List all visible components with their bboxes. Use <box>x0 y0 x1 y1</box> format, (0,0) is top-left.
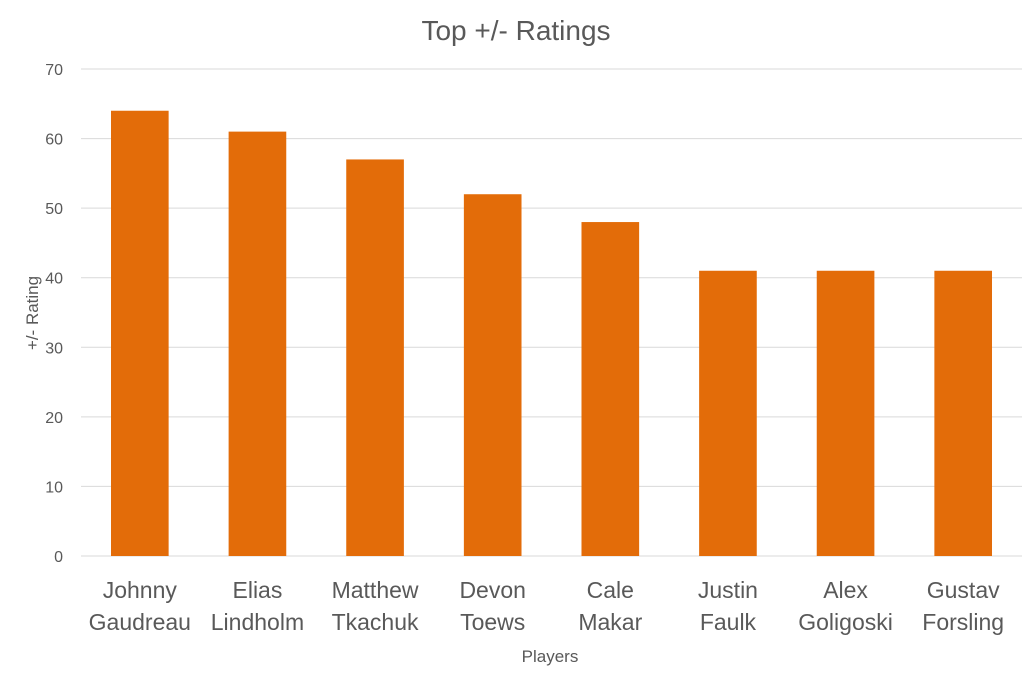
x-tick-label: Devon Toews <box>459 577 525 635</box>
x-tick-label: Elias Lindholm <box>211 577 304 635</box>
y-tick-label: 10 <box>45 479 63 496</box>
bar <box>581 222 640 557</box>
bar <box>699 270 757 556</box>
x-axis-title: Players <box>522 647 579 666</box>
bar <box>934 270 993 556</box>
x-axis-ticks: Johnny Gaudreau Elias Lindholm Matthew Tkachu… <box>89 577 1004 635</box>
bar <box>463 194 522 556</box>
x-tick-label: Cale Makar <box>578 577 642 635</box>
y-tick-label: 70 <box>45 62 63 79</box>
y-tick-label: 60 <box>45 132 63 149</box>
y-axis-ticks: 0 10 20 30 40 50 60 70 <box>45 62 63 566</box>
y-tick-label: 30 <box>45 340 63 357</box>
bars <box>110 110 993 557</box>
bar <box>228 131 287 556</box>
chart-title: Top +/- Ratings <box>421 15 610 46</box>
y-tick-label: 50 <box>45 201 63 218</box>
y-tick-label: 40 <box>45 271 63 288</box>
gridlines <box>81 68 1022 557</box>
y-axis-title: +/- Rating <box>23 276 42 350</box>
x-tick-label: Justin Faulk <box>698 577 758 635</box>
x-tick-label: Alex Goligoski <box>798 577 893 635</box>
y-tick-label: 0 <box>54 549 63 566</box>
bar <box>816 270 875 556</box>
x-tick-label: Gustav Forsling <box>922 577 1004 635</box>
bar <box>110 110 169 556</box>
bar <box>346 159 404 556</box>
x-tick-label: Johnny Gaudreau <box>89 577 191 635</box>
y-tick-label: 20 <box>45 410 63 427</box>
x-tick-label: Matthew Tkachuk <box>332 577 419 635</box>
